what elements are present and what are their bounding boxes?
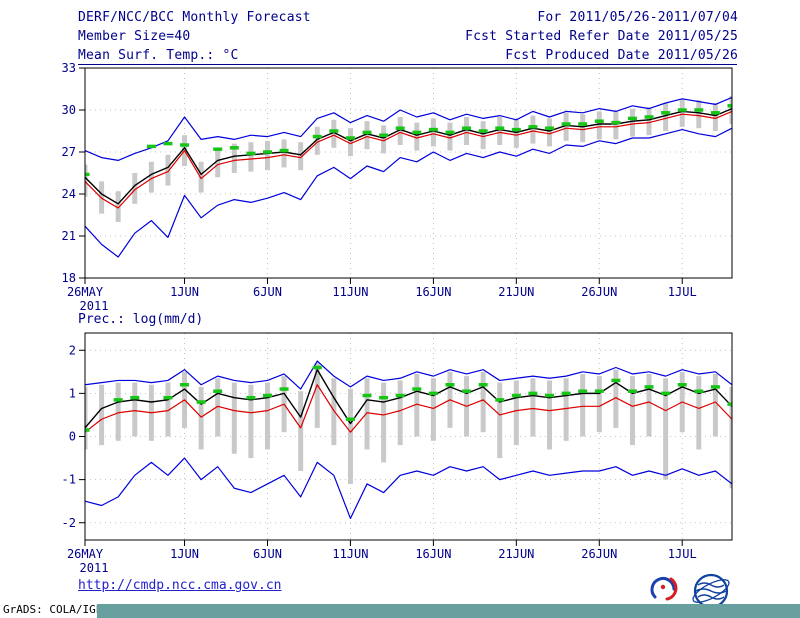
svg-text:2011: 2011 [80,561,109,575]
svg-text:2: 2 [69,343,76,357]
variable-label: Mean Surf. Temp.: °C [78,48,239,63]
svg-text:16JUN: 16JUN [415,547,451,561]
svg-text:30: 30 [62,103,76,117]
svg-text:-1: -1 [62,473,76,487]
refer-date-label: Fcst Started Refer Date 2011/05/25 [465,29,738,44]
svg-text:2011: 2011 [80,299,109,313]
svg-text:1JUN: 1JUN [170,285,199,299]
page-title: DERF/NCC/BCC Monthly Forecast [78,10,311,25]
precipitation-panel: -2 -1 0 1 2 26MAY 1JUN 6JUN 11JUN 16JUN 21JUN 26JUN… [62,332,733,575]
svg-text:26JUN: 26JUN [581,285,617,299]
svg-text:11JUN: 11JUN [332,285,368,299]
svg-text:26MAY: 26MAY [67,285,104,299]
cma-globe-logo-icon [692,573,730,609]
svg-text:21JUN: 21JUN [498,547,534,561]
svg-text:33: 33 [62,61,76,75]
svg-text:1JUL: 1JUL [668,547,697,561]
svg-text:26MAY: 26MAY [67,547,104,561]
bottom-bar [97,604,800,618]
svg-text:0: 0 [69,430,76,444]
svg-text:-2: -2 [62,516,76,530]
produced-date-label: Fcst Produced Date 2011/05/26 [505,48,738,63]
precip-panel-label: Prec.: log(mm/d) [78,312,204,327]
svg-text:6JUN: 6JUN [253,285,282,299]
grads-watermark: GrADS: COLA/IGES [3,603,109,616]
svg-text:21JUN: 21JUN [498,285,534,299]
svg-text:1: 1 [69,386,76,400]
svg-text:1JUN: 1JUN [170,547,199,561]
cmdp-url-link[interactable]: http://cmdp.ncc.cma.gov.cn [78,578,282,593]
surface-temperature-panel: 18 21 24 27 30 33 26MAY 1JUN 6JUN 11JUN 16JUN 21JUN… [62,61,733,313]
svg-text:24: 24 [62,187,76,201]
svg-text:1JUL: 1JUL [668,285,697,299]
forecast-range-label: For 2011/05/26-2011/07/04 [537,10,738,25]
svg-text:16JUN: 16JUN [415,285,451,299]
svg-text:6JUN: 6JUN [253,547,282,561]
svg-text:18: 18 [62,271,76,285]
svg-text:26JUN: 26JUN [581,547,617,561]
svg-text:21: 21 [62,229,76,243]
svg-text:11JUN: 11JUN [332,547,368,561]
member-size-label: Member Size=40 [78,29,191,44]
svg-text:27: 27 [62,145,76,159]
header-divider [78,64,737,65]
